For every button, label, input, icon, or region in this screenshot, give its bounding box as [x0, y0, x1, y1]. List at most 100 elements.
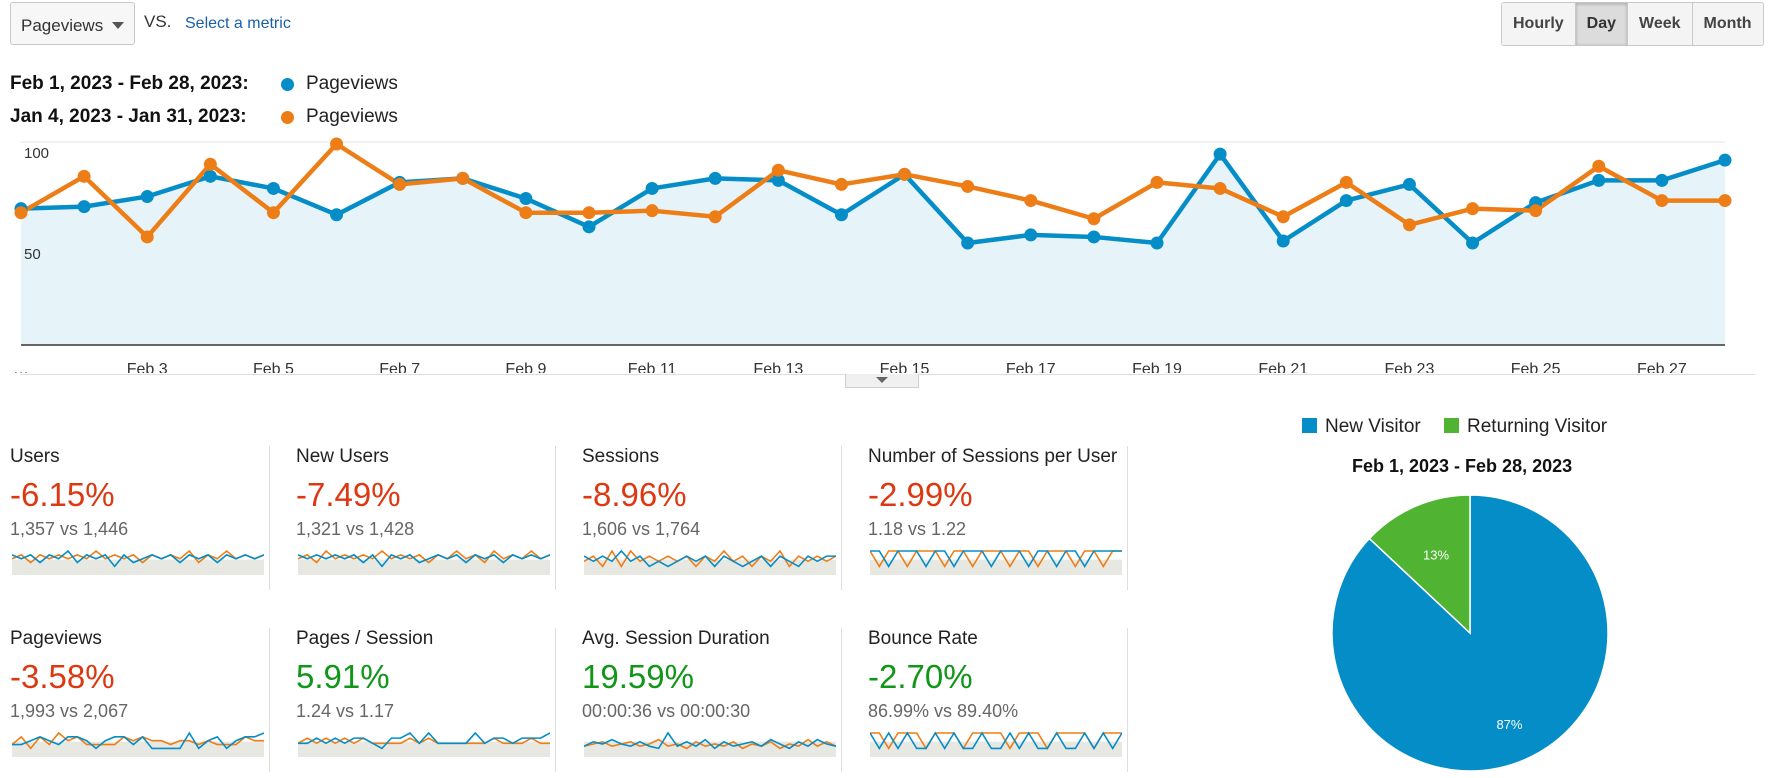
metric-sparkline: [870, 731, 1122, 757]
data-point-current[interactable]: [1087, 230, 1101, 244]
data-point-previous[interactable]: [898, 167, 912, 181]
metric-card-users[interactable]: Users -6.15% 1,357 vs 1,446: [0, 446, 270, 596]
data-point-previous[interactable]: [1213, 181, 1227, 195]
metric-sparkline: [584, 731, 836, 757]
data-point-current[interactable]: [645, 181, 659, 195]
data-point-previous[interactable]: [14, 206, 28, 220]
data-point-current[interactable]: [519, 192, 533, 206]
data-point-current[interactable]: [582, 220, 596, 234]
month-button[interactable]: Month: [1692, 3, 1763, 45]
sparkline-current: [12, 549, 264, 568]
data-point-previous[interactable]: [266, 206, 280, 220]
data-point-current[interactable]: [1276, 234, 1290, 248]
data-point-current[interactable]: [1592, 173, 1606, 187]
data-point-previous[interactable]: [1655, 194, 1669, 208]
data-point-previous[interactable]: [1402, 218, 1416, 232]
metric-comparison: 1,993 vs 2,067: [10, 701, 129, 721]
legend-previous-name: Pageviews: [306, 106, 398, 127]
data-point-current[interactable]: [1024, 228, 1038, 242]
data-point-current[interactable]: [1655, 173, 1669, 187]
pie-legend: New Visitor Returning Visitor: [1302, 416, 1607, 438]
data-point-previous[interactable]: [834, 177, 848, 191]
data-point-previous[interactable]: [1339, 175, 1353, 189]
metric-change-percent: 5.91%: [296, 658, 390, 695]
hourly-button[interactable]: Hourly: [1502, 3, 1576, 45]
data-point-current[interactable]: [1466, 236, 1480, 250]
data-point-current[interactable]: [708, 171, 722, 185]
data-point-previous[interactable]: [519, 206, 533, 220]
x-tick-label: Feb 3: [127, 361, 168, 373]
metric-change-percent: -2.99%: [868, 476, 973, 513]
metric-card-new-users[interactable]: New Users -7.49% 1,321 vs 1,428: [286, 446, 556, 596]
week-button[interactable]: Week: [1628, 3, 1693, 45]
data-point-current[interactable]: [266, 181, 280, 195]
metric-title: Pages / Session: [296, 628, 434, 649]
sparkline-previous: [584, 549, 836, 568]
data-point-current[interactable]: [771, 173, 785, 187]
data-point-previous[interactable]: [140, 230, 154, 244]
data-point-current[interactable]: [1150, 236, 1164, 250]
metric-card-pageviews[interactable]: Pageviews -3.58% 1,993 vs 2,067: [0, 628, 270, 778]
day-button[interactable]: Day: [1575, 3, 1629, 45]
data-point-current[interactable]: [1718, 153, 1732, 167]
data-point-previous[interactable]: [203, 157, 217, 171]
metric-title: New Users: [296, 446, 389, 467]
legend-swatch-new: [1302, 418, 1317, 433]
sparkline-current: [298, 553, 550, 568]
data-point-current[interactable]: [1402, 177, 1416, 191]
legend-current-dot: [281, 78, 294, 91]
data-point-previous[interactable]: [1529, 204, 1543, 218]
pie-slice-label: 13%: [1423, 547, 1449, 562]
data-point-previous[interactable]: [1276, 210, 1290, 224]
current-area-fill: [21, 154, 1725, 344]
metric-card-sessions[interactable]: Sessions -8.96% 1,606 vs 1,764: [572, 446, 842, 596]
data-point-current[interactable]: [77, 200, 91, 214]
data-point-previous[interactable]: [1592, 159, 1606, 173]
data-point-previous[interactable]: [456, 171, 470, 185]
data-point-previous[interactable]: [330, 137, 344, 151]
data-point-previous[interactable]: [1024, 194, 1038, 208]
select-metric-link[interactable]: Select a metric: [185, 15, 291, 32]
metric-sparkline: [870, 550, 1122, 575]
metric-sparkline: [584, 549, 836, 575]
pie-slice-returning-visitor[interactable]: [1368, 494, 1471, 635]
data-point-previous[interactable]: [1150, 175, 1164, 189]
data-point-current[interactable]: [330, 208, 344, 222]
card-divider: [841, 628, 842, 772]
data-point-current[interactable]: [961, 236, 975, 250]
x-tick-label: Feb 23: [1385, 361, 1435, 373]
granularity-toggle: Hourly Day Week Month: [1501, 2, 1764, 46]
visitor-pie-chart: 87% 13%: [1331, 494, 1609, 772]
data-point-previous[interactable]: [771, 163, 785, 177]
data-point-previous[interactable]: [1466, 202, 1480, 216]
data-point-current[interactable]: [834, 208, 848, 222]
card-divider: [269, 628, 270, 772]
metric-card-number-of-sessions-per-user[interactable]: Number of Sessions per User -2.99% 1.18 vs…: [858, 446, 1128, 596]
data-point-previous[interactable]: [1718, 194, 1732, 208]
data-point-current[interactable]: [1339, 194, 1353, 208]
metric-title: Avg. Session Duration: [582, 628, 770, 649]
data-point-previous[interactable]: [961, 179, 975, 193]
pie-title: Feb 1, 2023 - Feb 28, 2023: [1352, 456, 1573, 476]
data-point-previous[interactable]: [645, 204, 659, 218]
x-tick-label: Feb 9: [505, 361, 546, 373]
data-point-previous[interactable]: [708, 210, 722, 224]
data-point-current[interactable]: [203, 169, 217, 183]
data-point-previous[interactable]: [1087, 212, 1101, 226]
x-tick-label: Feb 17: [1006, 361, 1056, 373]
data-point-current[interactable]: [1213, 147, 1227, 161]
chart-collapse-handle[interactable]: [845, 374, 919, 388]
data-point-previous[interactable]: [582, 206, 596, 220]
metric-change-percent: -7.49%: [296, 476, 401, 513]
card-divider: [841, 446, 842, 590]
metric-card-avg-session-duration[interactable]: Avg. Session Duration 19.59% 00:00:36 vs 0…: [572, 628, 842, 778]
metric-sparkline: [12, 731, 264, 757]
metric-card-bounce-rate[interactable]: Bounce Rate -2.70% 86.99% vs 89.40%: [858, 628, 1128, 778]
data-point-previous[interactable]: [393, 177, 407, 191]
metric-select[interactable]: Pageviews: [10, 2, 135, 45]
metric-title: Number of Sessions per User: [868, 446, 1118, 467]
data-point-current[interactable]: [140, 190, 154, 204]
metric-title: Users: [10, 446, 60, 467]
metric-card-pages-session[interactable]: Pages / Session 5.91% 1.24 vs 1.17: [286, 628, 556, 778]
data-point-previous[interactable]: [77, 169, 91, 183]
